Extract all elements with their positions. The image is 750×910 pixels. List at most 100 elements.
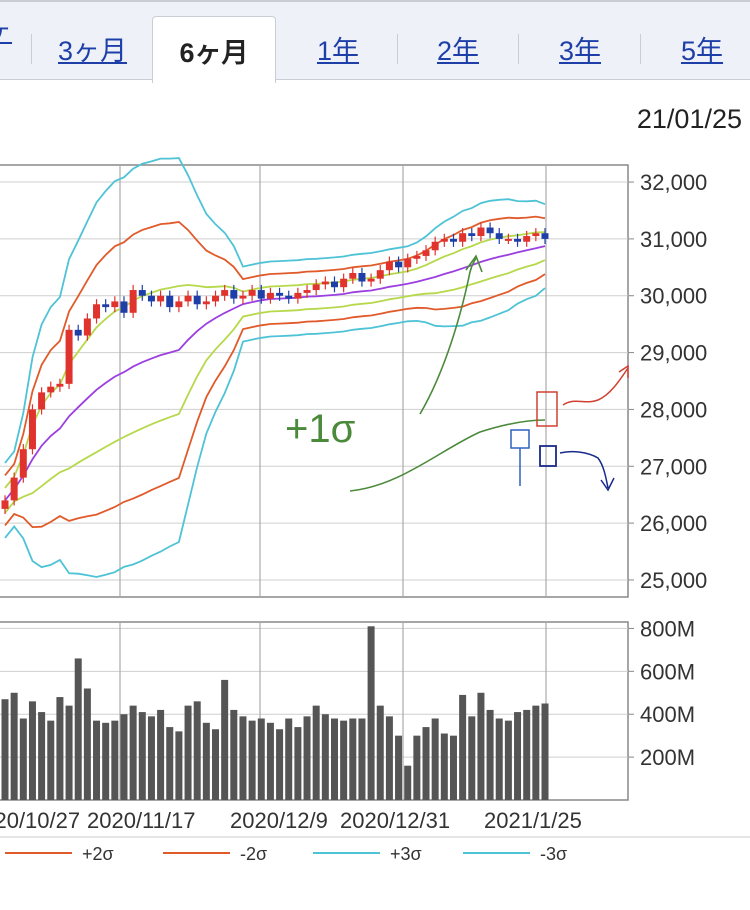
volume-bar: [120, 714, 128, 800]
candle-body: [202, 301, 210, 305]
volume-bar: [349, 718, 357, 800]
candle-body: [395, 261, 403, 268]
volume-bar: [321, 714, 329, 800]
chart-axes: 32,000 31,000 30,000 29,000 28,000 27,000 26,0…: [628, 170, 707, 770]
candle-body: [285, 295, 293, 299]
sketch-candle-blue-right: [539, 445, 557, 467]
date-tick-label: 2020/12/31: [340, 808, 450, 833]
chart-legend: +2σ -2σ +3σ -3σ: [5, 844, 567, 864]
volume-bar: [1, 699, 9, 800]
tab-1-year[interactable]: 1年: [316, 35, 360, 66]
volume-bar: [230, 709, 238, 800]
candle-body: [10, 477, 18, 501]
volume-bar: [440, 733, 448, 800]
candle-body: [28, 409, 36, 450]
candle-body: [248, 290, 256, 296]
candle-body: [413, 255, 421, 259]
date-tick-label: 2020/12/9: [230, 808, 328, 833]
x-axis-labels: 2020/10/27 2020/11/17 2020/12/9 2020/12/31 2…: [0, 808, 750, 838]
candle-body: [404, 258, 412, 268]
volume-bar: [102, 722, 110, 800]
candle-body: [431, 241, 439, 251]
candle-body: [330, 281, 338, 288]
candle-body: [212, 295, 220, 302]
candle-body: [1, 500, 9, 509]
candle-body: [358, 273, 366, 282]
volume-bar: [449, 735, 457, 800]
sketch-arrow-down-blue: [559, 450, 615, 492]
volume-tick-label: 400M: [640, 702, 695, 727]
handwritten-annotations: +1σ: [285, 254, 629, 492]
volume-bar: [340, 720, 348, 800]
candle-body: [138, 290, 146, 296]
tab-2-years[interactable]: 2年: [436, 35, 480, 66]
tab-separator: [518, 34, 519, 64]
annotation-arrow-curve: [419, 257, 477, 415]
tab-5-years[interactable]: 5年: [680, 35, 724, 66]
price-tick-label: 29,000: [640, 341, 707, 366]
volume-bar: [212, 729, 220, 800]
candle-body: [19, 449, 27, 478]
candle-body: [367, 278, 375, 282]
moving-average-line: [4, 245, 546, 501]
legend-label: +3σ: [390, 844, 422, 864]
candle-body: [349, 273, 357, 279]
volume-bar: [330, 718, 338, 800]
volume-bar: [175, 731, 183, 800]
volume-bar: [111, 720, 119, 800]
candle-body: [541, 233, 549, 239]
tab-separator: [397, 34, 398, 64]
price-tick-label: 28,000: [640, 397, 707, 422]
candle-body: [147, 295, 155, 302]
volume-bar: [495, 718, 503, 800]
candle-body: [422, 250, 430, 256]
volume-bar: [514, 712, 522, 800]
price-tick-label: 32,000: [640, 170, 707, 195]
volume-bar: [221, 679, 229, 800]
volume-bar: [285, 718, 293, 800]
candle-body: [440, 238, 448, 242]
tab-3-years[interactable]: 3年: [558, 35, 602, 66]
volume-bar: [312, 705, 320, 800]
candle-body: [312, 284, 320, 291]
volume-bar: [276, 729, 284, 800]
volume-bar: [413, 735, 421, 800]
volume-bar: [129, 705, 137, 800]
candle-body: [459, 233, 467, 242]
candle-body: [468, 233, 476, 237]
volume-tick-label: 600M: [640, 659, 695, 684]
volume-bar: [93, 720, 101, 800]
volume-bar: [266, 722, 274, 800]
annotation-projection-curve: [349, 419, 546, 492]
tab-1-month[interactable]: 1ヶ月: [0, 16, 14, 80]
chart-date-label: 21/01/25: [636, 104, 742, 134]
candle-body: [111, 301, 119, 308]
plus-2-sigma-line: [4, 215, 546, 476]
candle-body: [495, 233, 503, 239]
price-tick-label: 27,000: [640, 454, 707, 479]
candle-body: [38, 392, 46, 410]
volume-bar: [19, 718, 27, 800]
candle-body: [340, 278, 348, 288]
volume-bar: [303, 716, 311, 800]
candle-body: [166, 295, 174, 308]
volume-bar: [504, 720, 512, 800]
tab-3-months[interactable]: 3ヶ月: [57, 35, 128, 66]
candle-body: [303, 290, 311, 293]
volume-bar: [431, 718, 439, 800]
volume-bar: [193, 701, 201, 800]
volume-bar: [56, 697, 64, 800]
tab-separator: [640, 34, 641, 64]
volume-bar: [248, 720, 256, 800]
volume-bar: [147, 716, 155, 800]
plus-one-sigma-annotation: +1σ: [285, 407, 356, 451]
candle-body: [221, 290, 229, 296]
candle-body: [93, 304, 101, 319]
volume-bar: [376, 705, 384, 800]
candle-body: [276, 292, 284, 296]
candle-body: [193, 295, 201, 305]
candle-body: [514, 238, 522, 242]
volume-bar: [83, 688, 91, 800]
candle-body: [376, 270, 384, 279]
tab-6-months[interactable]: 6ヶ月: [152, 16, 276, 83]
